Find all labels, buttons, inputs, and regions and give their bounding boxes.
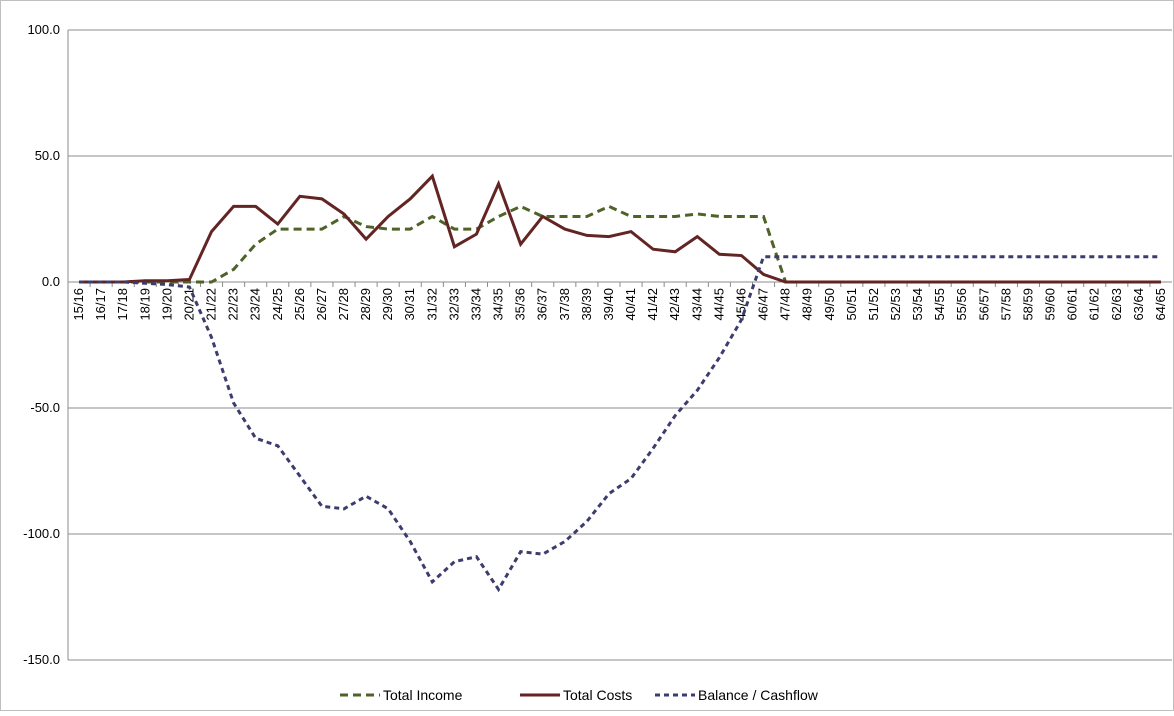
x-tick-label: 29/30 bbox=[380, 288, 395, 321]
x-tick-label: 24/25 bbox=[270, 288, 285, 321]
series-line bbox=[79, 173, 1161, 284]
x-tick-label: 23/24 bbox=[248, 288, 263, 321]
x-tick-label: 20/21 bbox=[181, 288, 196, 321]
x-tick-label: 44/45 bbox=[711, 288, 726, 321]
legend-label: Total Costs bbox=[563, 687, 632, 703]
x-tick-label: 58/59 bbox=[1020, 288, 1035, 321]
series-line bbox=[79, 255, 1161, 593]
legend-label: Total Income bbox=[383, 687, 463, 703]
x-tick-label: 34/35 bbox=[491, 288, 506, 321]
x-tick-label: 63/64 bbox=[1131, 288, 1146, 321]
x-tick-label: 41/42 bbox=[645, 288, 660, 321]
y-tick-label: 0.0 bbox=[42, 274, 60, 289]
x-tick-label: 42/43 bbox=[667, 288, 682, 321]
x-tick-label: 15/16 bbox=[71, 288, 86, 321]
x-tick-label: 47/48 bbox=[778, 288, 793, 321]
x-tick-label: 26/27 bbox=[314, 288, 329, 321]
x-tick-label: 61/62 bbox=[1087, 288, 1102, 321]
x-tick-label: 55/56 bbox=[954, 288, 969, 321]
x-tick-label: 46/47 bbox=[756, 288, 771, 321]
x-tick-label: 30/31 bbox=[402, 288, 417, 321]
legend-label: Balance / Cashflow bbox=[698, 687, 819, 703]
x-tick-label: 56/57 bbox=[976, 288, 991, 321]
x-tick-label: 31/32 bbox=[424, 288, 439, 321]
x-tick-label: 18/19 bbox=[137, 288, 152, 321]
x-tick-label: 43/44 bbox=[689, 288, 704, 321]
x-tick-label: 51/52 bbox=[866, 288, 881, 321]
y-tick-label: -100.0 bbox=[23, 526, 60, 541]
x-tick-label: 64/65 bbox=[1153, 288, 1168, 321]
y-tick-label: 100.0 bbox=[27, 22, 60, 37]
x-tick-label: 16/17 bbox=[93, 288, 108, 321]
y-tick-label: -150.0 bbox=[23, 652, 60, 667]
x-tick-label: 17/18 bbox=[115, 288, 130, 321]
x-tick-label: 53/54 bbox=[910, 288, 925, 321]
x-tick-label: 57/58 bbox=[998, 288, 1013, 321]
x-tick-label: 22/23 bbox=[226, 288, 241, 321]
x-tick-label: 39/40 bbox=[601, 288, 616, 321]
x-tick-label: 28/29 bbox=[358, 288, 373, 321]
x-tick-label: 33/34 bbox=[468, 288, 483, 321]
x-tick-label: 25/26 bbox=[292, 288, 307, 321]
x-tick-label: 49/50 bbox=[822, 288, 837, 321]
x-tick-label: 36/37 bbox=[535, 288, 550, 321]
x-tick-label: 27/28 bbox=[336, 288, 351, 321]
x-tick-label: 54/55 bbox=[932, 288, 947, 321]
x-tick-label: 19/20 bbox=[159, 288, 174, 321]
x-tick-label: 50/51 bbox=[844, 288, 859, 321]
x-tick-label: 52/53 bbox=[888, 288, 903, 321]
x-tick-label: 60/61 bbox=[1065, 288, 1080, 321]
y-tick-label: 50.0 bbox=[35, 148, 60, 163]
x-tick-label: 35/36 bbox=[513, 288, 528, 321]
x-tick-label: 40/41 bbox=[623, 288, 638, 321]
x-tick-label: 48/49 bbox=[800, 288, 815, 321]
x-tick-label: 32/33 bbox=[446, 288, 461, 321]
x-tick-label: 21/22 bbox=[204, 288, 219, 321]
x-tick-label: 62/63 bbox=[1109, 288, 1124, 321]
x-tick-label: 38/39 bbox=[579, 288, 594, 321]
x-tick-label: 37/38 bbox=[557, 288, 572, 321]
x-tick-label: 59/60 bbox=[1043, 288, 1058, 321]
y-tick-label: -50.0 bbox=[30, 400, 60, 415]
